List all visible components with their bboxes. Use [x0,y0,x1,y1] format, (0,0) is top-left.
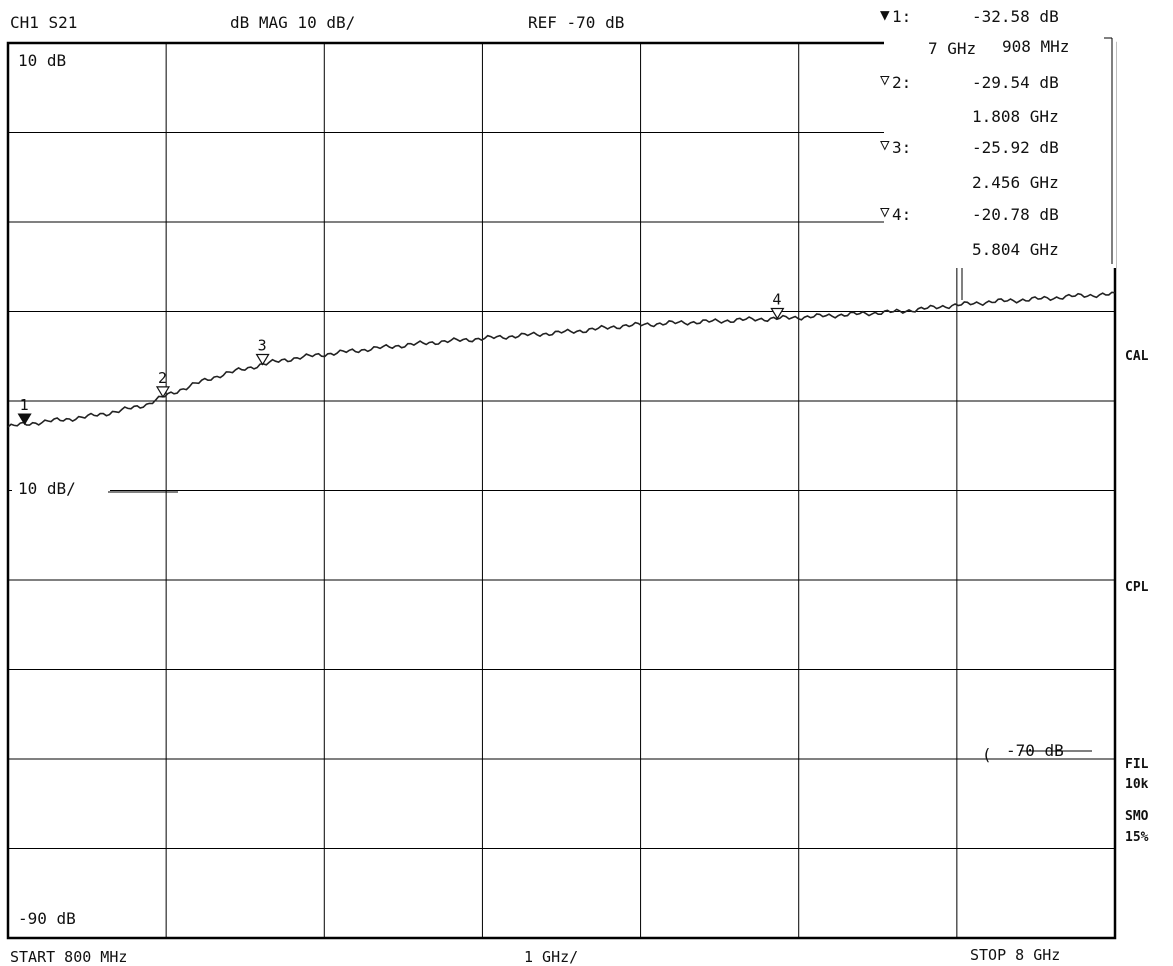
marker-1-value: -32.58 dB [972,7,1059,26]
marker-4-num: 4: [892,205,911,224]
marker-1-num: 1: [892,7,911,26]
marker-3-value: -25.92 dB [972,138,1059,157]
top-scale-label: 10 dB [18,51,66,70]
trace-marker-label-1: 1 [20,396,29,414]
trace-marker-label-4: 4 [772,290,781,308]
trace-markers: 1 2 3 4 [17,290,785,426]
trace-marker-3 [255,353,270,366]
side-label-smo: SMO [1125,809,1149,824]
ref-arrow: ( [982,745,992,764]
side-label-fil: FIL [1125,757,1149,772]
reference-label: REF -70 dB [528,13,624,32]
marker-2-freq: 1.808 GHz [972,107,1059,126]
marker-readout-box [884,0,1116,268]
side-label-15pct: 15% [1125,830,1149,845]
marker-2-num: 2: [892,73,911,92]
side-label-cal: CAL [1125,349,1149,364]
marker-4-value: -20.78 dB [972,205,1059,224]
channel-label: CH1 S21 [10,13,77,32]
marker-2-symbol: ▽ [880,70,890,89]
bottom-scale-label: -90 dB [18,909,76,928]
trace-marker-label-3: 3 [258,336,267,354]
side-label-cpl: CPL [1125,580,1149,595]
marker-readouts: ▼ 1: -32.58 dB 7 GHz 908 MHz ▽ 2: -29.54… [880,5,1069,259]
marker-3-num: 3: [892,138,911,157]
marker-4-freq: 5.804 GHz [972,240,1059,259]
trace-marker-2 [155,386,171,399]
marker-2-value: -29.54 dB [972,73,1059,92]
trace-marker-1 [17,413,32,426]
marker-3-symbol: ▽ [880,135,890,154]
stop-frequency-label: STOP 8 GHz [970,946,1060,964]
marker-3-freq: 2.456 GHz [972,173,1059,192]
marker-4-symbol: ▽ [880,202,890,221]
side-label-10k: 10k [1125,777,1149,792]
start-frequency-label: START 800 MHz [10,948,127,966]
format-label: dB MAG 10 dB/ [230,13,355,32]
trace-marker-4 [770,307,785,320]
grid-lines [8,43,1115,938]
marker-1-symbol: ▼ [880,5,890,24]
marker-1-freq-prefix: 7 GHz [928,39,976,58]
frequency-per-div-label: 1 GHz/ [524,948,578,966]
marker-1-freq: 908 MHz [1002,37,1069,56]
trace-marker-label-2: 2 [158,369,167,387]
scale-per-div-label: 10 dB/ [18,479,76,498]
s21-trace [7,291,1116,428]
